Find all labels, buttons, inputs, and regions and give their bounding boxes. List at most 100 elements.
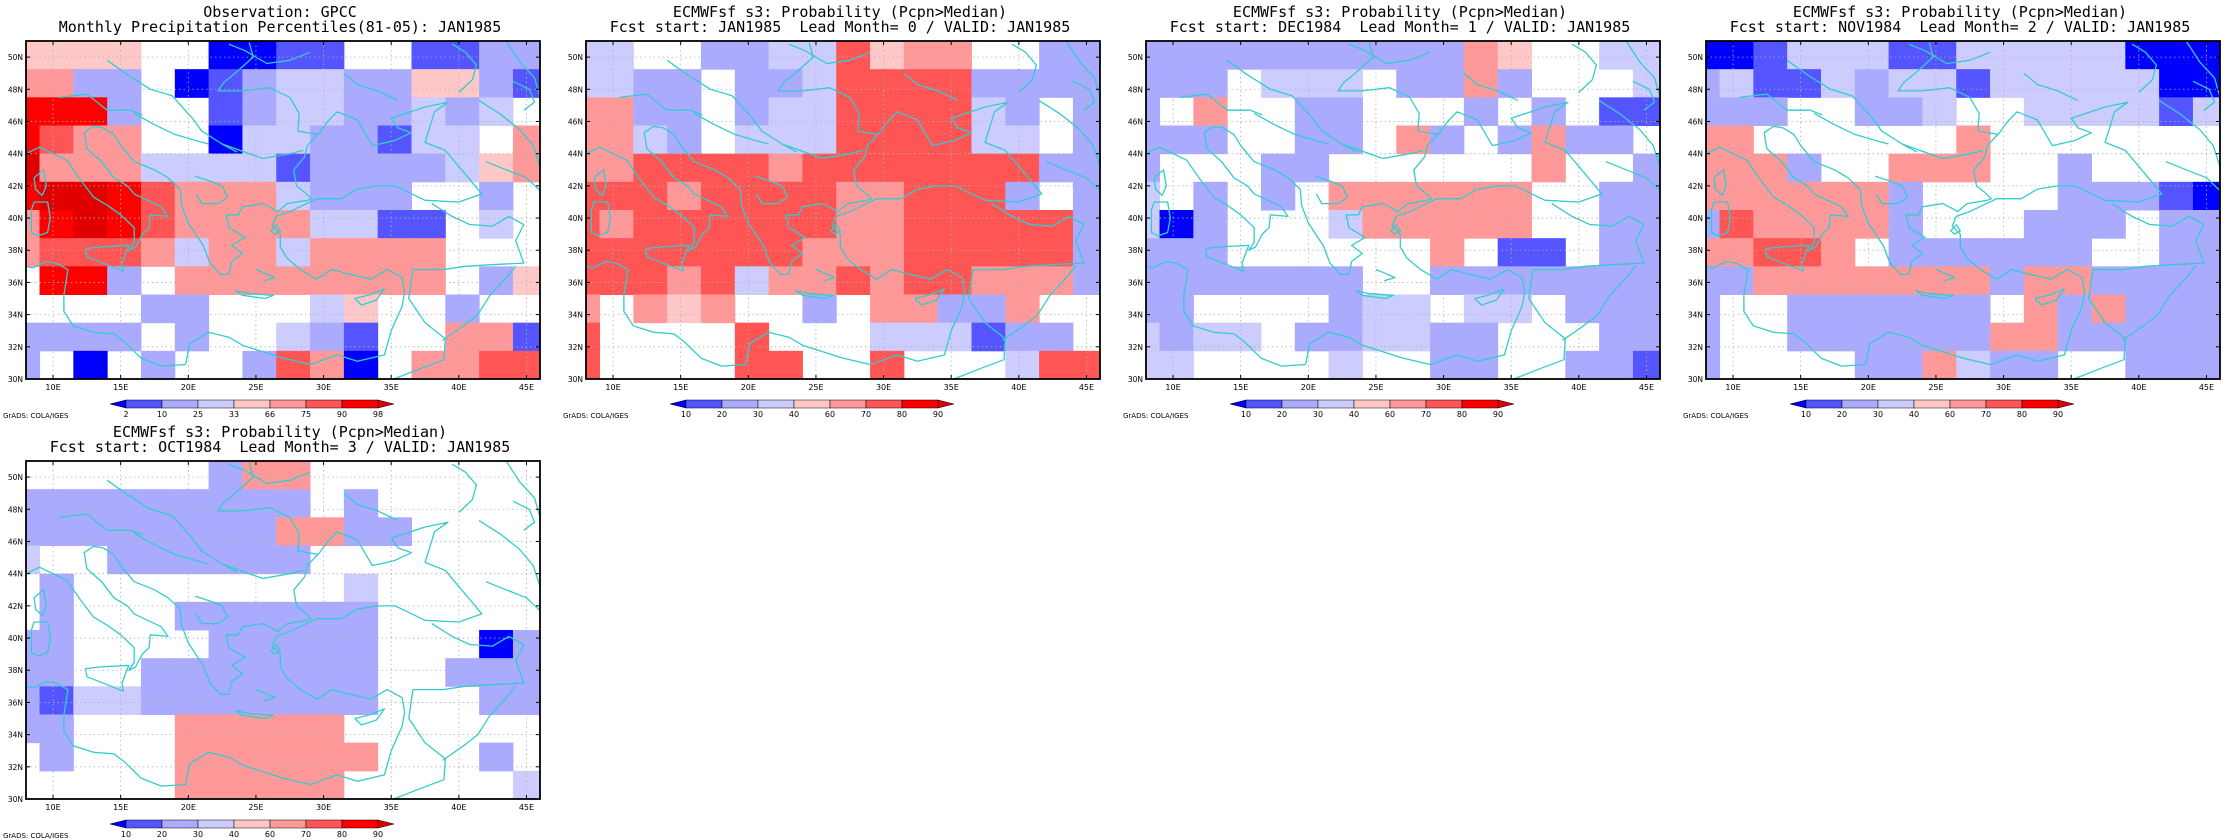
coastline [2185, 41, 2220, 98]
data-cell [1990, 69, 2025, 98]
lat-tick-label: 38N [1128, 246, 1143, 255]
lon-tick-label: 45E [1079, 383, 1094, 392]
lon-tick-label: 35E [1504, 383, 1519, 392]
data-cell [1820, 238, 1856, 267]
data-cell [1430, 266, 1465, 295]
data-cell [1146, 322, 1161, 352]
data-cell [276, 658, 311, 687]
coastlines [26, 41, 540, 379]
data-cell [1328, 181, 1363, 211]
data-cell [971, 294, 1006, 324]
data-cell [1227, 266, 1262, 295]
coastline [1739, 93, 1823, 116]
data-cell [512, 630, 540, 659]
data-cell [310, 210, 345, 239]
legend-swatch [1353, 399, 1391, 409]
color-legend: 10 20 30 40 60 70 80 90 [109, 819, 395, 839]
coastline [1253, 112, 1329, 145]
data-cell [633, 210, 668, 239]
coastline [788, 43, 871, 65]
coastline [1045, 161, 1100, 192]
data-cell [26, 210, 41, 239]
data-cell [1430, 41, 1465, 70]
data-cell [971, 238, 1006, 267]
data-cell [2023, 294, 2059, 324]
coastline [412, 203, 525, 271]
data-cell [1706, 97, 1721, 126]
data-cell [377, 210, 412, 239]
data-cell [39, 41, 74, 70]
legend-swatch [305, 399, 343, 409]
data-cell [73, 181, 108, 211]
data-cell [667, 294, 702, 324]
data-cell [1820, 41, 1856, 70]
grads-credit: GrADS: COLA/IGES [1123, 412, 1189, 420]
data-cell [276, 686, 311, 715]
data-cell [1956, 266, 1991, 295]
coastline [644, 244, 690, 272]
data-cell [1072, 350, 1100, 379]
legend-label: 30 [753, 410, 763, 419]
data-cell [1146, 69, 1161, 98]
data-cell [1159, 350, 1194, 379]
legend-label: 20 [157, 830, 167, 839]
data-cell [937, 97, 972, 126]
data-cell [73, 686, 108, 715]
coastline [2122, 265, 2197, 341]
data-cell [734, 41, 770, 70]
lon-tick-label: 40E [1011, 383, 1026, 392]
coastlines [26, 461, 540, 799]
data-cell [479, 181, 514, 211]
legend-arrow-right [377, 399, 395, 409]
lon-tick-label: 20E [741, 383, 756, 392]
legend-arrow-right [377, 819, 395, 829]
lon-tick-label: 25E [1368, 383, 1383, 392]
panel-title-line2: Fcst start: DEC1984 Lead Month= 1 / VALI… [1169, 18, 1631, 36]
coastline [133, 532, 209, 565]
lon-tick-label: 15E [673, 383, 688, 392]
data-cell [2057, 238, 2092, 267]
coastline [830, 224, 841, 235]
data-cell [937, 210, 972, 239]
data-cell [1362, 210, 1397, 239]
data-cell [1599, 238, 1634, 267]
lat-tick-label: 42N [1128, 182, 1143, 191]
coastline [26, 101, 483, 367]
data-cell [242, 153, 277, 183]
data-cell [1753, 210, 1788, 239]
coastline [1813, 112, 1889, 145]
data-cell [1706, 41, 1721, 70]
coastline [619, 93, 703, 116]
data-cell [2125, 322, 2160, 352]
data-cell [39, 630, 74, 659]
legend-label: 70 [1981, 410, 1991, 419]
legend-label: 10 [1801, 410, 1811, 419]
data-cell [937, 41, 972, 70]
lat-tick-label: 30N [568, 375, 583, 384]
legend-label: 75 [301, 410, 311, 419]
data-cell [2023, 41, 2059, 70]
legend-swatch [269, 399, 307, 409]
data-cell [802, 97, 837, 126]
legend-label: 90 [933, 410, 943, 419]
data-cell [411, 266, 446, 295]
data-cell [586, 266, 601, 295]
panel-title-line1: ECMWFsf s3: Probability (Pcpn>Median) [1792, 3, 2128, 21]
data-cell [1193, 210, 1228, 239]
data-cell [586, 41, 601, 70]
lat-tick-label: 42N [1688, 182, 1703, 191]
data-cell [343, 517, 379, 546]
lon-tick-label: 10E [45, 803, 60, 812]
data-cell [870, 181, 905, 211]
legend-label: 10 [681, 410, 691, 419]
data-cell [107, 153, 142, 183]
data-cell [1294, 322, 1330, 352]
data-cell [836, 238, 871, 267]
panel-lead-month-0: ECMWFsf s3: Probability (Pcpn>Median) Fcs… [560, 0, 1120, 420]
data-cell [479, 41, 514, 70]
data-cell [276, 517, 311, 546]
data-cell [2091, 41, 2126, 70]
coastline [228, 43, 311, 65]
data-cell [2192, 294, 2220, 324]
data-cell [2159, 266, 2194, 295]
